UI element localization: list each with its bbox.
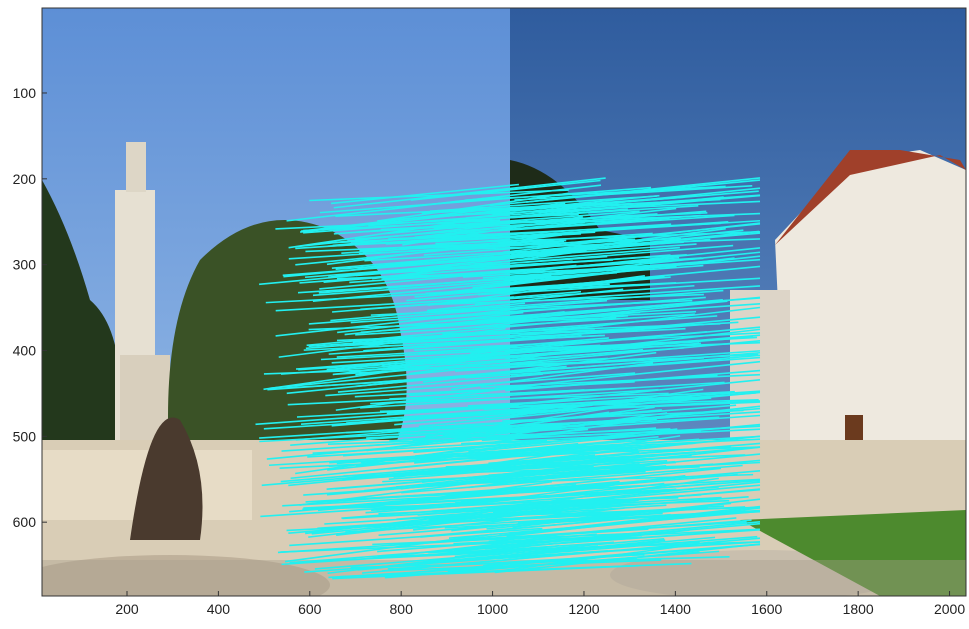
x-tick-label: 1800 bbox=[843, 601, 874, 617]
x-tick-label: 2000 bbox=[934, 601, 965, 617]
photo bbox=[10, 8, 966, 615]
x-tick-label: 400 bbox=[207, 601, 231, 617]
x-tick-label: 1200 bbox=[568, 601, 599, 617]
x-tick-label: 1000 bbox=[477, 601, 508, 617]
y-tick-label: 100 bbox=[13, 85, 37, 101]
y-tick-label: 200 bbox=[13, 171, 37, 187]
x-tick-label: 1600 bbox=[751, 601, 782, 617]
y-tick-label: 400 bbox=[13, 342, 37, 358]
x-tick-label: 800 bbox=[390, 601, 414, 617]
y-tick-label: 300 bbox=[13, 257, 37, 273]
x-tick-label: 600 bbox=[298, 601, 322, 617]
y-tick-label: 600 bbox=[13, 514, 37, 530]
y-tick-label: 500 bbox=[13, 428, 37, 444]
x-tick-label: 1400 bbox=[660, 601, 691, 617]
x-tick-label: 200 bbox=[115, 601, 139, 617]
figure: 200 400 600 800 1000 1200 1400 1600 1800 2000 100 2… bbox=[0, 0, 969, 624]
